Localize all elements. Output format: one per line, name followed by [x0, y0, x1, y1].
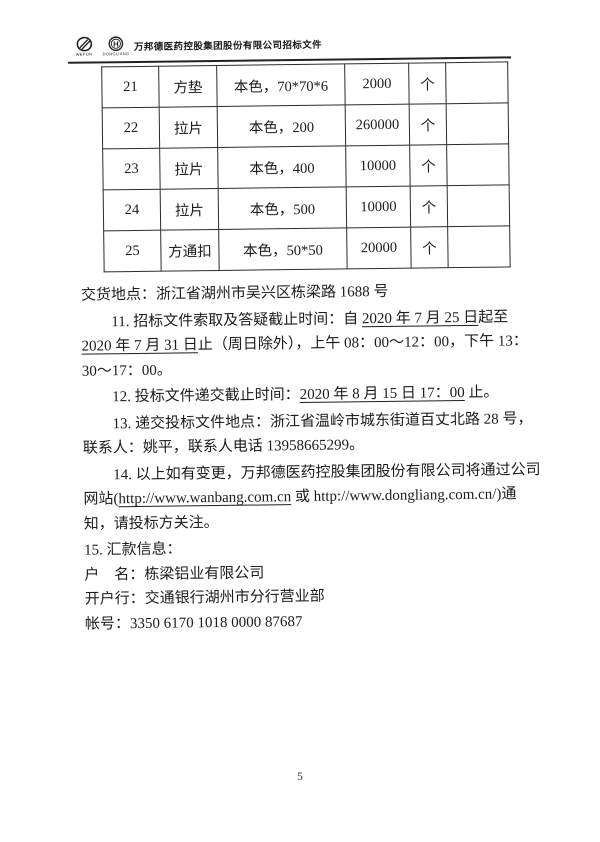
cell-unit: 个	[410, 185, 448, 228]
table-row: 21 方垫 本色，70*70*6 2000 个	[101, 61, 509, 108]
dongliang-logo: H DONGLIANG	[102, 36, 130, 57]
table-row: 24 拉片 本色，500 10000 个	[103, 184, 510, 231]
cell-qty: 10000	[346, 186, 411, 228]
cell-no: 21	[101, 66, 160, 108]
dongliang-h-logo-icon: H	[108, 36, 124, 52]
cell-unit: 个	[409, 103, 447, 146]
cell-spec: 本色，500	[218, 186, 347, 230]
clause-14: 14. 以上如有变更，万邦德医药控股集团股份有限公司将通过公司网站(http:/…	[83, 461, 541, 533]
account-number: 帐号：3350 6170 1018 0000 87687	[84, 613, 303, 633]
cell-name: 拉片	[159, 147, 219, 190]
cell-spec: 本色，70*70*6	[216, 63, 346, 107]
cell-qty: 260000	[345, 104, 410, 146]
cell-no: 25	[103, 230, 162, 272]
header-logos: WEPON H DONGLIANG	[72, 36, 130, 57]
cell-name: 方垫	[158, 65, 218, 108]
cell-spec: 本色，50*50	[218, 227, 348, 271]
page-number: 5	[297, 771, 303, 783]
cell-name: 拉片	[160, 188, 219, 231]
cell-spec: 本色，200	[217, 104, 346, 148]
deadline-end-date: 2020 年 7 月 31 日	[81, 337, 198, 355]
delivery-address: 交货地点：浙江省湖州市吴兴区栋梁路 1688 号	[80, 283, 389, 304]
clause-13: 13. 递交投标文件地点：浙江省温岭市城东街道百丈北路 28 号，联系人：姚平，…	[82, 410, 533, 457]
cell-qty: 10000	[345, 145, 411, 187]
cell-no: 24	[103, 189, 161, 231]
clause-12: 12. 投标文件递交截止时间：2020 年 8 月 15 日 17：00 止。	[112, 384, 499, 406]
cell-unit: 个	[409, 144, 448, 187]
cell-no: 22	[102, 107, 160, 149]
cell-name: 拉片	[159, 106, 218, 149]
body-text: 交货地点：浙江省湖州市吴兴区栋梁路 1688 号 11. 招标文件索取及答疑截止…	[81, 278, 545, 637]
wanbang-url: http://www.wanbang.com.cn	[118, 489, 292, 508]
table-row: 25 方通扣 本色，50*50 20000 个	[103, 225, 511, 272]
clause-11: 11. 招标文件索取及答疑截止时间：自 2020 年 7 月 25 日起至 20…	[81, 308, 528, 380]
cell-unit: 个	[408, 62, 447, 105]
wepon-logo-caption: WEPON	[75, 51, 93, 57]
wepon-swirl-logo-icon	[75, 36, 92, 52]
table-row: 22 拉片 本色，200 260000 个	[102, 102, 509, 149]
submission-deadline: 2020 年 8 月 15 日 17：00	[299, 384, 465, 404]
svg-text:H: H	[113, 40, 119, 49]
cell-no: 23	[102, 148, 161, 190]
document-header-title: 万邦德医药控股集团股份有限公司招标文件	[133, 39, 323, 54]
cell-unit: 个	[410, 226, 449, 269]
cell-qty: 20000	[346, 227, 412, 269]
table-row: 23 拉片 本色，400 10000 个	[102, 143, 510, 190]
cell-remark	[447, 225, 511, 268]
items-table: 21 方垫 本色，70*70*6 2000 个 22 拉片 本色，200 260…	[101, 61, 511, 272]
page-header: WEPON H DONGLIANG 万邦德医药控股集团股份有限公司招标文件	[72, 34, 322, 57]
cell-qty: 2000	[344, 63, 410, 105]
cell-remark	[445, 61, 509, 104]
dongliang-logo-caption: DONGLIANG	[102, 51, 130, 57]
cell-remark	[446, 143, 510, 186]
deadline-start-date: 2020 年 7 月 25 日	[361, 309, 479, 327]
cell-remark	[447, 184, 510, 227]
wepon-logo: WEPON	[72, 36, 96, 57]
cell-spec: 本色，400	[217, 145, 347, 189]
cell-name: 方通扣	[160, 229, 220, 272]
cell-remark	[446, 102, 509, 145]
